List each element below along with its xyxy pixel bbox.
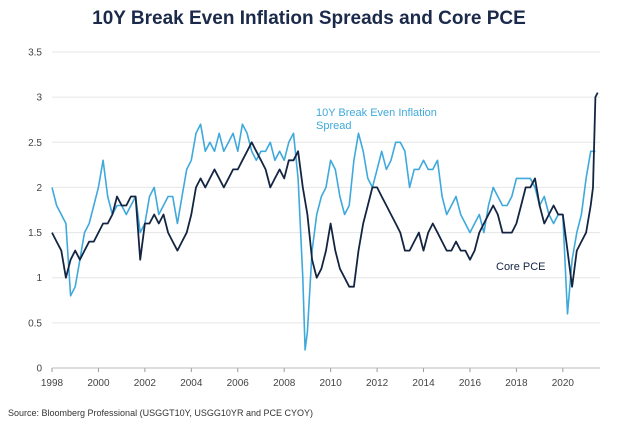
y-tick-label: 3.5 xyxy=(28,48,42,59)
x-tick-label: 2016 xyxy=(459,378,482,389)
y-axis-ticks: 0 0.5 1 1.5 2 2.5 3 3.5 xyxy=(28,48,42,375)
series-line-breakeven xyxy=(51,123,596,351)
x-tick-label: 2012 xyxy=(366,378,389,389)
x-tick-label: 2006 xyxy=(227,378,250,389)
x-tick-label: 2002 xyxy=(134,378,157,389)
chart-title: 10Y Break Even Inflation Spreads and Cor… xyxy=(92,8,526,29)
x-tick-label: 2004 xyxy=(180,378,203,389)
series-line-core-pce xyxy=(51,92,599,288)
x-tick-label: 1998 xyxy=(41,378,64,389)
y-tick-label: 2 xyxy=(36,183,42,194)
source-note: Source: Bloomberg Professional (USGGT10Y… xyxy=(8,408,313,418)
x-axis-ticks: 1998 2000 2002 2004 2006 2008 2010 2012 2014 2016… xyxy=(41,367,600,389)
x-tick-label: 2000 xyxy=(87,378,110,389)
grid-lines xyxy=(52,51,600,369)
y-tick-label: 2.5 xyxy=(28,138,42,149)
y-tick-label: 0 xyxy=(36,364,42,375)
x-tick-label: 2018 xyxy=(505,378,528,389)
annotation-breakeven-line: Spread xyxy=(316,120,351,132)
annotation-breakeven-line: 10Y Break Even Inflation xyxy=(316,107,437,119)
annotation-core-pce: Core PCE xyxy=(496,261,546,273)
annotation-breakeven: 10Y Break Even Inflation Spread xyxy=(316,107,437,132)
y-tick-label: 1 xyxy=(36,273,42,284)
x-tick-label: 2020 xyxy=(552,378,575,389)
y-tick-label: 0.5 xyxy=(28,318,42,329)
x-tick-label: 2008 xyxy=(273,378,296,389)
annotation-core-pce-line: Core PCE xyxy=(496,261,546,273)
y-tick-label: 3 xyxy=(36,93,42,104)
y-tick-label: 1.5 xyxy=(28,228,42,239)
x-tick-label: 2010 xyxy=(320,378,343,389)
x-tick-label: 2014 xyxy=(412,378,435,389)
